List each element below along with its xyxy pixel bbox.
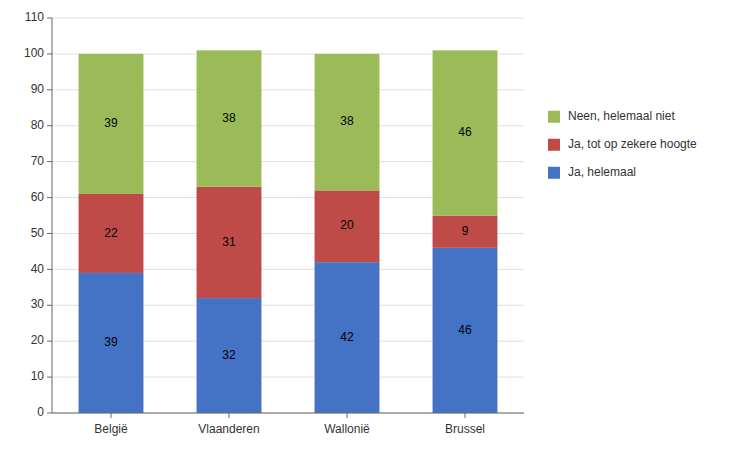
x-tick-label: Brussel [445,422,485,436]
y-tick [47,233,52,234]
bar-segment [197,50,262,186]
y-tick [47,53,52,54]
data-label: 39 [104,335,118,349]
x-tick [229,413,230,418]
legend-label: Neen, helemaal niet [568,109,675,123]
grid-line [52,18,524,19]
chart-svg: 0 10 20 30 40 50 60 70 80 90 100 110 39 32 42 46 22 31 20 9… [0,0,754,453]
data-label: 31 [222,235,236,249]
grid-line [52,413,524,414]
x-tick-label: Wallonië [324,422,370,436]
data-label: 42 [340,330,354,344]
bar-segment [197,187,262,298]
y-tick [47,18,52,19]
bar-segment [79,273,144,413]
legend: Neen, helemaal niet Ja, tot op zekere hoo… [548,109,697,179]
bar-segment [315,54,380,190]
x-tick [465,413,466,418]
y-tick [47,161,52,162]
y-tick-label: 100 [24,46,44,60]
axes: België Vlaanderen Wallonië Brussel [52,18,524,436]
y-axis: 0 10 20 30 40 50 60 70 80 90 100 110 [24,10,524,419]
x-tick [347,413,348,418]
y-tick [47,89,52,90]
chart-container: 0 10 20 30 40 50 60 70 80 90 100 110 39 32 42 46 22 31 20 9… [0,0,754,453]
bar-segment [433,216,498,248]
y-tick [47,341,52,342]
data-label: 38 [222,111,236,125]
y-tick [47,125,52,126]
y-axis-line [52,18,53,413]
y-tick-label: 50 [31,226,45,240]
bar-segment [79,54,144,194]
y-tick [47,197,52,198]
y-tick-label: 70 [31,154,45,168]
legend-label: Ja, tot op zekere hoogte [568,137,697,151]
bars [79,50,498,413]
y-tick-label: 20 [31,333,45,347]
bar-segment [197,298,262,413]
data-labels: 39 32 42 46 22 31 20 9 39 38 38 46 [104,111,472,362]
bar-segment [315,190,380,262]
data-label: 32 [222,348,236,362]
y-tick-label: 10 [31,369,45,383]
y-tick-label: 110 [25,10,44,24]
data-label: 46 [458,125,472,139]
y-tick-label: 90 [31,82,45,96]
bar-segment [315,262,380,413]
x-axis-line [52,413,524,414]
x-tick-label: Vlaanderen [198,422,259,436]
y-tick-label: 0 [37,405,44,419]
y-tick [47,377,52,378]
y-tick [47,305,52,306]
data-label: 9 [462,224,469,238]
bar-segment [433,50,498,215]
data-label: 22 [104,226,118,240]
data-label: 20 [340,218,354,232]
legend-label: Ja, helemaal [568,165,636,179]
y-tick-label: 60 [31,190,45,204]
y-tick-label: 40 [31,262,45,276]
data-label: 38 [340,114,354,128]
x-tick [111,413,112,418]
legend-swatch [548,111,560,123]
data-label: 46 [458,323,472,337]
legend-swatch [548,167,560,179]
bar-segment [79,194,144,273]
y-tick [47,413,52,414]
y-tick-label: 30 [31,297,45,311]
y-tick-label: 80 [31,118,45,132]
y-tick [47,269,52,270]
data-label: 39 [104,116,118,130]
legend-swatch [548,139,560,151]
x-tick-label: België [94,422,128,436]
bar-segment [433,248,498,413]
